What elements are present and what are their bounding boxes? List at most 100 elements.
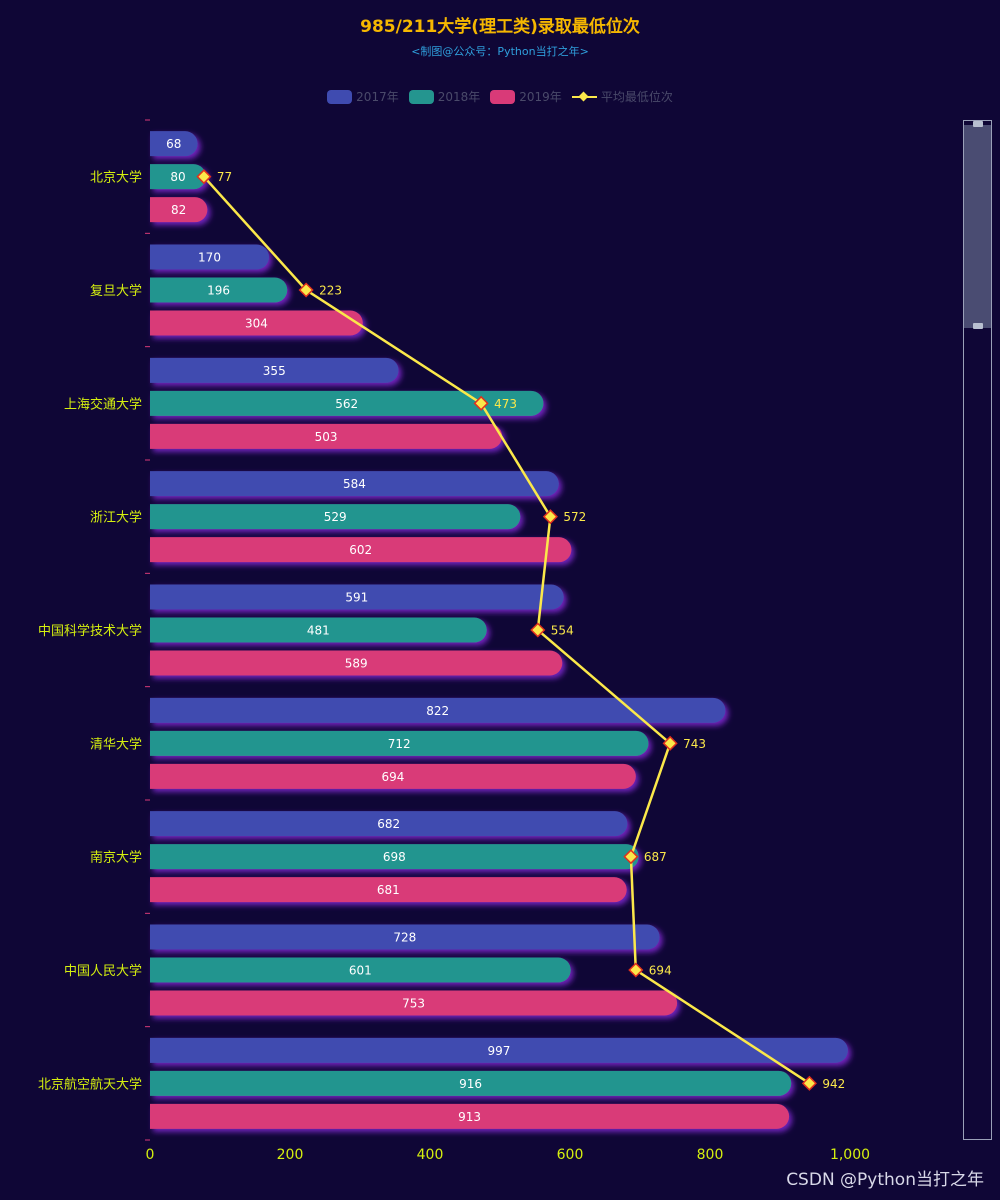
- bar-label-2017年-南京大学: 682: [377, 817, 400, 831]
- x-axis-tick-label: 400: [417, 1147, 444, 1163]
- legend-item-2018[interactable]: 2018年: [408, 88, 481, 105]
- bar-label-2018年-上海交通大学: 562: [335, 397, 358, 411]
- datazoom-top-handle[interactable]: [973, 121, 983, 127]
- bar-2018年-南京大学[interactable]: [150, 844, 639, 870]
- legend-label-avg: 平均最低位次: [600, 90, 673, 104]
- legend-label-2018: 2018年: [437, 90, 481, 104]
- avg-label-浙江大学: 572: [563, 510, 586, 524]
- avg-point-复旦大学[interactable]: [298, 282, 314, 298]
- bar-2018年-中国科学技术大学[interactable]: [150, 617, 487, 643]
- datazoom-slider[interactable]: [963, 120, 992, 1140]
- bar-2019年-中国人民大学[interactable]: [150, 990, 678, 1016]
- bar-2019年-上海交通大学[interactable]: [150, 423, 503, 449]
- avg-point-清华大学[interactable]: [662, 735, 678, 751]
- bar-label-2017年-浙江大学: 584: [343, 477, 366, 491]
- datazoom-bottom-handle[interactable]: [973, 323, 983, 329]
- legend-swatch-2017: [327, 89, 353, 104]
- bar-2017年-上海交通大学[interactable]: [150, 357, 399, 383]
- bar-2017年-清华大学[interactable]: [150, 697, 726, 723]
- bar-label-2018年-北京大学: 80: [170, 170, 185, 184]
- avg-label-中国人民大学: 694: [649, 964, 672, 978]
- x-axis-tick-label: 200: [277, 1147, 304, 1163]
- legend-swatch-avg: [571, 90, 597, 104]
- legend-swatch-2019: [490, 89, 516, 104]
- bar-label-2019年-上海交通大学: 503: [315, 430, 338, 444]
- avg-label-中国科学技术大学: 554: [551, 624, 574, 638]
- avg-point-上海交通大学[interactable]: [473, 395, 489, 411]
- bar-label-2019年-复旦大学: 304: [245, 317, 268, 331]
- legend-swatch-2018: [408, 89, 434, 104]
- legend-item-avg[interactable]: 平均最低位次: [571, 88, 673, 105]
- bar-2018年-上海交通大学[interactable]: [150, 390, 544, 416]
- bar-label-2018年-中国科学技术大学: 481: [307, 624, 330, 638]
- bar-label-2019年-中国人民大学: 753: [402, 997, 425, 1011]
- bar-2017年-北京航空航天大学[interactable]: [150, 1037, 848, 1063]
- bar-label-2019年-清华大学: 694: [381, 770, 404, 784]
- legend-label-2019: 2019年: [519, 90, 562, 104]
- avg-label-清华大学: 743: [683, 737, 706, 751]
- avg-label-北京航空航天大学: 942: [822, 1077, 845, 1091]
- avg-point-北京航空航天大学[interactable]: [801, 1075, 817, 1091]
- bar-2018年-清华大学[interactable]: [150, 730, 649, 756]
- legend-item-2017[interactable]: 2017年: [327, 88, 399, 105]
- bar-2019年-北京航空航天大学[interactable]: [150, 1103, 790, 1129]
- y-axis-label-复旦大学: 复旦大学: [90, 283, 142, 299]
- legend-label-2017: 2017年: [356, 90, 399, 104]
- y-axis-label-上海交通大学: 上海交通大学: [64, 396, 142, 412]
- bar-label-2017年-上海交通大学: 355: [263, 364, 286, 378]
- bar-2019年-浙江大学[interactable]: [150, 537, 572, 563]
- bar-2018年-复旦大学[interactable]: [150, 277, 288, 303]
- bar-2018年-中国人民大学[interactable]: [150, 957, 571, 983]
- y-axis-label-中国科学技术大学: 中国科学技术大学: [38, 623, 142, 639]
- bar-2017年-中国科学技术大学[interactable]: [150, 584, 564, 610]
- avg-point-中国科学技术大学[interactable]: [530, 622, 546, 638]
- bar-label-2018年-清华大学: 712: [388, 737, 411, 751]
- avg-point-浙江大学[interactable]: [542, 509, 558, 525]
- watermark: CSDN @Python当打之年: [786, 1170, 984, 1190]
- avg-label-复旦大学: 223: [319, 284, 342, 298]
- bar-label-2018年-中国人民大学: 601: [349, 964, 372, 978]
- datazoom-selected-range[interactable]: [964, 125, 991, 328]
- bar-2019年-北京大学[interactable]: [150, 197, 208, 223]
- bar-2018年-北京大学[interactable]: [150, 164, 206, 190]
- bar-2019年-中国科学技术大学[interactable]: [150, 650, 563, 676]
- avg-point-南京大学[interactable]: [623, 849, 639, 865]
- bar-label-2018年-北京航空航天大学: 916: [459, 1077, 482, 1091]
- bar-label-2018年-复旦大学: 196: [207, 284, 230, 298]
- avg-label-上海交通大学: 473: [494, 397, 517, 411]
- bar-2017年-北京大学[interactable]: [150, 131, 198, 157]
- bar-label-2019年-南京大学: 681: [377, 883, 400, 897]
- bar-label-2019年-中国科学技术大学: 589: [345, 657, 368, 671]
- x-axis-tick-label: 1,000: [830, 1147, 870, 1163]
- bar-label-2017年-复旦大学: 170: [198, 251, 221, 265]
- y-axis-label-中国人民大学: 中国人民大学: [64, 963, 142, 979]
- bar-label-2017年-中国科学技术大学: 591: [345, 591, 368, 605]
- x-axis-tick-label: 0: [146, 1147, 155, 1163]
- chart-subtitle: <制图@公众号：Python当打之年>: [411, 45, 589, 58]
- bar-2017年-中国人民大学[interactable]: [150, 924, 660, 950]
- bar-2019年-南京大学[interactable]: [150, 877, 627, 903]
- bar-label-2017年-清华大学: 822: [426, 704, 449, 718]
- y-axis-label-清华大学: 清华大学: [90, 736, 142, 752]
- bar-2017年-南京大学[interactable]: [150, 811, 628, 837]
- avg-point-中国人民大学[interactable]: [628, 962, 644, 978]
- bar-2017年-复旦大学[interactable]: [150, 244, 269, 270]
- bar-2019年-复旦大学[interactable]: [150, 310, 363, 336]
- bar-2018年-北京航空航天大学[interactable]: [150, 1070, 792, 1096]
- bar-label-2017年-中国人民大学: 728: [393, 931, 416, 945]
- bar-label-2018年-南京大学: 698: [383, 850, 406, 864]
- bar-2017年-浙江大学[interactable]: [150, 471, 559, 497]
- y-axis-label-北京大学: 北京大学: [90, 170, 142, 186]
- chart-title: 985/211大学(理工类)录取最低位次: [360, 17, 640, 37]
- bar-label-2017年-北京大学: 68: [166, 137, 181, 151]
- avg-label-北京大学: 77: [217, 170, 232, 184]
- avg-point-北京大学[interactable]: [196, 169, 212, 185]
- bar-label-2018年-浙江大学: 529: [324, 510, 347, 524]
- y-axis-label-北京航空航天大学: 北京航空航天大学: [38, 1076, 142, 1092]
- legend-item-2019[interactable]: 2019年: [490, 88, 562, 105]
- bar-label-2019年-浙江大学: 602: [349, 543, 372, 557]
- avg-label-南京大学: 687: [644, 850, 667, 864]
- bar-2018年-浙江大学[interactable]: [150, 504, 521, 530]
- bar-2019年-清华大学[interactable]: [150, 763, 636, 789]
